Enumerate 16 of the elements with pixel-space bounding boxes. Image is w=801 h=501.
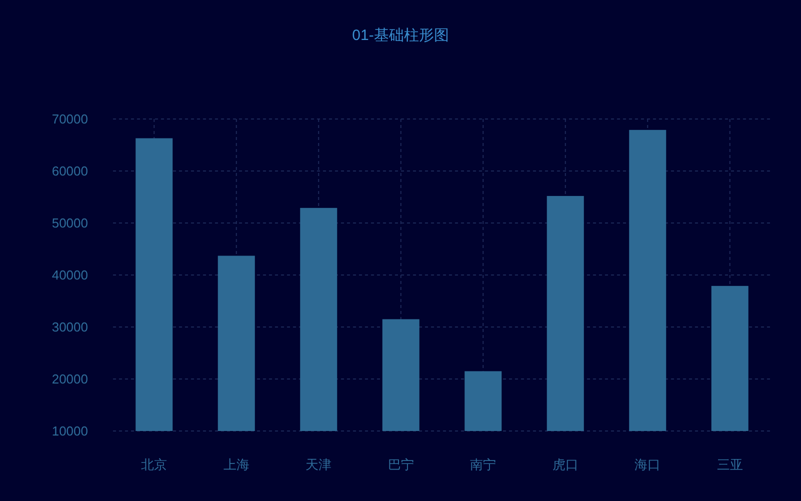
y-tick-label: 10000 — [52, 424, 88, 439]
x-tick-label: 南宁 — [470, 457, 496, 472]
y-tick-label: 60000 — [52, 164, 88, 179]
chart-title: 01-基础柱形图 — [352, 27, 449, 44]
y-tick-label: 70000 — [52, 112, 88, 127]
x-tick-label: 上海 — [223, 457, 250, 472]
x-tick-label: 巴宁 — [388, 457, 414, 472]
y-tick-label: 30000 — [52, 320, 88, 335]
x-tick-label: 海口 — [634, 457, 661, 472]
x-tick-label: 虎口 — [552, 457, 578, 472]
x-tick-label: 三亚 — [716, 457, 743, 472]
y-tick-label: 40000 — [52, 268, 88, 283]
x-tick-label: 北京 — [141, 457, 168, 472]
y-tick-label: 50000 — [52, 216, 88, 231]
y-tick-label: 20000 — [52, 372, 88, 387]
x-tick-label: 天津 — [306, 457, 332, 472]
